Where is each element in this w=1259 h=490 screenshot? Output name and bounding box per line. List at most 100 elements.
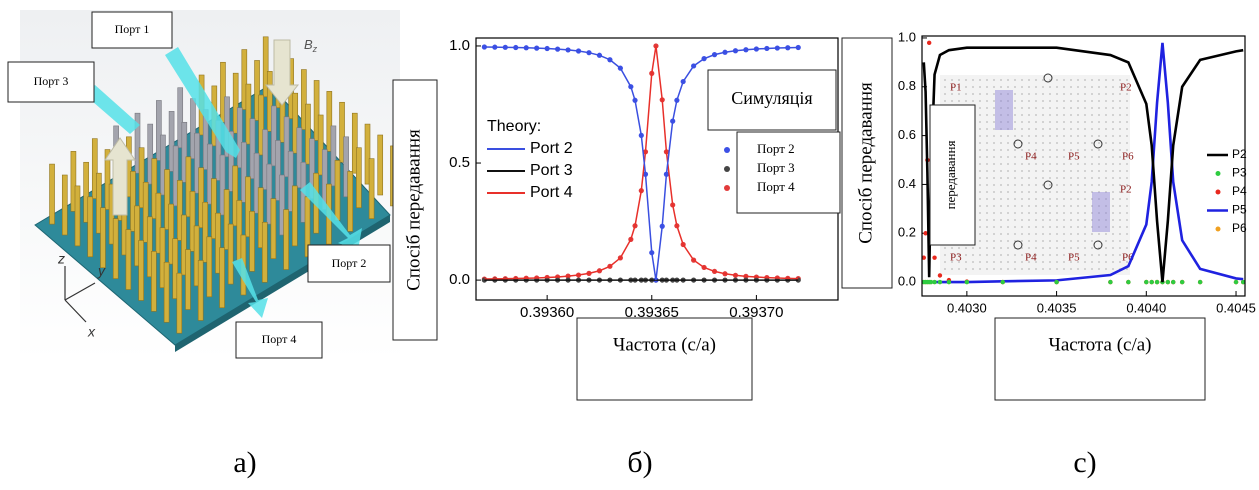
inset-dot [1091, 107, 1093, 109]
inset-dot [979, 184, 981, 186]
rod [168, 111, 175, 172]
legend-swatch [724, 166, 730, 172]
x-tick-label: 0.4040 [1126, 300, 1166, 315]
inset-dot [1056, 163, 1058, 165]
inset-dot [965, 261, 967, 263]
rod [283, 116, 290, 178]
inset-dot [1070, 233, 1072, 235]
inset-dot [1077, 233, 1079, 235]
inset-dot [1119, 198, 1121, 200]
inset-dot [1000, 184, 1002, 186]
port-box [91, 11, 173, 49]
series-marker [1108, 279, 1113, 285]
inset-dot [1112, 107, 1114, 109]
inset-dot [944, 93, 946, 95]
inset-dot [1014, 135, 1016, 137]
inset-dot [1126, 191, 1128, 193]
inset-dot [1035, 79, 1037, 81]
inset-dot [965, 254, 967, 256]
inset-dot [1014, 128, 1016, 130]
inset-dot [1063, 233, 1065, 235]
field-symbol: B [304, 37, 313, 52]
inset-dot [1091, 212, 1093, 214]
rod [61, 174, 68, 236]
rod [296, 127, 303, 189]
inset-dot [1084, 226, 1086, 228]
inset-dot [1014, 86, 1016, 88]
rod [271, 105, 277, 167]
inset-dot [1000, 240, 1002, 242]
axis-y-label: y [97, 263, 106, 279]
x-tick-label: 0.4045 [1216, 300, 1256, 315]
inset-dot [986, 212, 988, 214]
inset-dot [1091, 163, 1093, 165]
inset-dot [1084, 240, 1086, 242]
rod [202, 201, 209, 263]
inset-dot [1049, 247, 1051, 249]
inset-dot [1042, 198, 1044, 200]
inset-dot [1021, 261, 1023, 263]
inset-dot [1126, 233, 1128, 235]
legend-label: Порт 2 [757, 141, 795, 156]
inset-label: P2 [1120, 82, 1132, 94]
rod [181, 214, 187, 276]
inset-dot [1028, 170, 1030, 172]
inset-dot [993, 93, 995, 95]
inset-dot [1014, 170, 1016, 172]
inset-dot [1000, 114, 1002, 116]
inset-dot [986, 184, 988, 186]
inset-dot [1084, 177, 1086, 179]
inset-dot [1126, 135, 1128, 137]
inset-dot [979, 205, 981, 207]
rod [270, 198, 277, 259]
inset-dot [979, 149, 981, 151]
inset-dot [979, 191, 981, 193]
inset-dot [1084, 212, 1086, 214]
inset-dot [1056, 149, 1058, 151]
inset-dot [1042, 240, 1044, 242]
legend-label: Порт 3 [757, 160, 795, 175]
series-marker [923, 231, 928, 236]
inset-dot [993, 163, 995, 165]
inset-dot [1049, 219, 1051, 221]
inset-dot [1021, 205, 1023, 207]
rod [334, 160, 341, 221]
inset-dot [1098, 198, 1100, 200]
inset-dot [1126, 205, 1128, 207]
series-marker [481, 44, 487, 50]
inset-port [1013, 139, 1023, 149]
inset-dot [1084, 163, 1086, 165]
inset-dot [1007, 198, 1009, 200]
inset-dot [1126, 149, 1128, 151]
inset-dot [1021, 107, 1023, 109]
inset-dot [1112, 163, 1114, 165]
inset-dot [1077, 135, 1079, 137]
inset-label: P3 [950, 252, 962, 264]
inset-dot [1070, 142, 1072, 144]
inset-dot [1091, 79, 1093, 81]
axis-triad [64, 266, 96, 323]
inset-dot [1105, 79, 1107, 81]
inset-dot [1070, 212, 1072, 214]
inset-dot [1021, 184, 1023, 186]
inset-dot [1000, 254, 1002, 256]
inset-dot [1007, 240, 1009, 242]
inset-dot [1021, 254, 1023, 256]
inset-dot [1042, 191, 1044, 193]
inset-dot [1035, 219, 1037, 221]
inset-dot [1112, 233, 1114, 235]
inset-dot [1042, 261, 1044, 263]
inset-dot [1007, 170, 1009, 172]
series-marker [795, 44, 801, 51]
inset-dot [986, 226, 988, 228]
inset-dot [1119, 86, 1121, 88]
inset-dot [1063, 79, 1065, 81]
rod [172, 145, 179, 207]
inset-dot [993, 261, 995, 263]
inset-dot [1084, 86, 1086, 88]
inset-dot [1042, 149, 1044, 151]
inset-dot [986, 205, 988, 207]
inset-dot [1056, 100, 1058, 102]
legend-label: P4 [1232, 184, 1247, 198]
inset-dot [1077, 170, 1079, 172]
